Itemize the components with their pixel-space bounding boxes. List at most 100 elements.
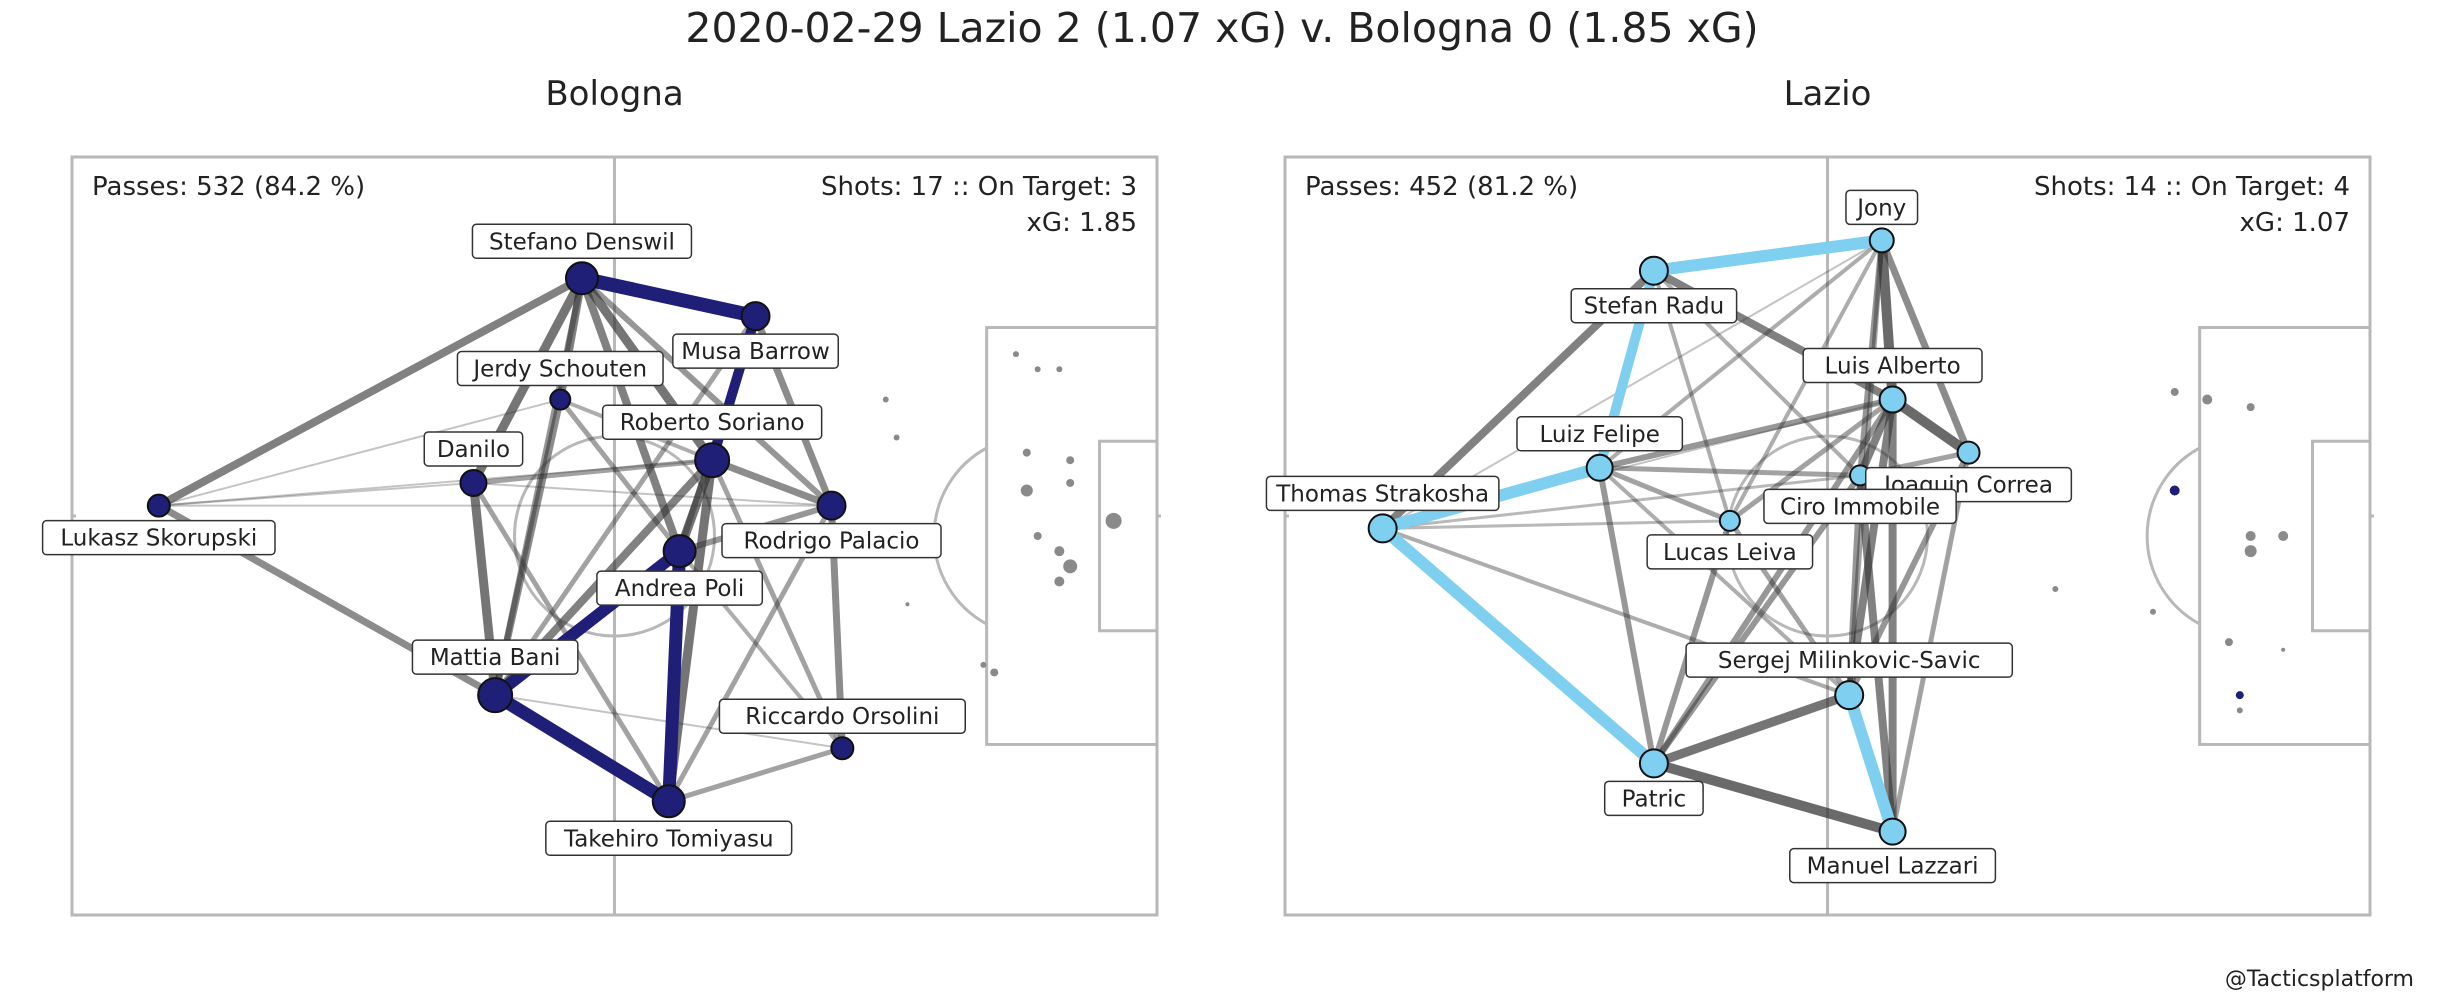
shots-layer xyxy=(2052,387,2289,714)
player-node xyxy=(459,468,488,497)
player-label: Luis Alberto xyxy=(1802,347,1983,384)
shot-marker xyxy=(2150,608,2156,615)
player-name: Mattia Bani xyxy=(430,645,561,671)
player-label-box xyxy=(1685,642,2014,678)
pass-link xyxy=(1596,467,1657,764)
player-name: Stefan Radu xyxy=(1584,294,1725,320)
player-node xyxy=(1585,453,1614,482)
player-nodes xyxy=(1367,227,1981,846)
player-name: Musa Barrow xyxy=(681,339,830,365)
player-name: Ciro Immobile xyxy=(1780,494,1940,520)
player-label: Musa Barrow xyxy=(672,333,839,369)
player-label: Ciro Immobile xyxy=(1763,488,1957,525)
player-label-box xyxy=(423,431,524,467)
player-name: Luiz Felipe xyxy=(1539,422,1659,448)
player-node xyxy=(1718,509,1741,532)
player-label-box xyxy=(456,350,664,387)
player-node xyxy=(549,388,572,411)
player-label: Thomas Strakosha xyxy=(1265,475,1500,512)
player-name: Manuel Lazzari xyxy=(1807,854,1979,880)
player-name: Takehiro Tomiyasu xyxy=(563,826,774,852)
shot-marker xyxy=(2246,403,2255,412)
player-label: Andrea Poli xyxy=(596,570,764,606)
player-label-box xyxy=(1516,416,1684,452)
team-title: Lazio xyxy=(1784,74,1872,114)
pass-link xyxy=(1382,519,1730,530)
goal-area-right xyxy=(2310,439,2372,633)
player-node xyxy=(651,784,686,819)
player-node xyxy=(830,736,855,761)
xg-stat: xG: 1.85 xyxy=(1027,208,1137,238)
shots-stat: Shots: 14 :: On Target: 4 xyxy=(2034,172,2350,202)
player-node xyxy=(816,490,847,521)
player-label: Patric xyxy=(1603,780,1704,817)
player-label-box xyxy=(721,522,942,559)
player-label-box xyxy=(672,333,839,369)
player-label: Luiz Felipe xyxy=(1516,416,1684,452)
shot-marker xyxy=(1066,456,1075,465)
player-node xyxy=(477,677,514,714)
pass-link-highlight xyxy=(580,271,758,324)
player-label: Manuel Lazzari xyxy=(1789,847,1997,884)
credit-text: @Tacticsplatform xyxy=(2224,967,2414,992)
shot-marker xyxy=(2245,531,2256,541)
pass-link xyxy=(1652,758,1894,837)
player-node xyxy=(1638,748,1669,779)
player-label: Lucas Leiva xyxy=(1646,534,1814,570)
player-name: Thomas Strakosha xyxy=(1275,481,1489,507)
shot-marker xyxy=(2244,545,2257,558)
shot-marker xyxy=(990,668,999,677)
shot-marker xyxy=(1054,576,1065,587)
player-label: Roberto Soriano xyxy=(601,404,823,440)
shot-marker xyxy=(893,434,900,441)
shot-marker xyxy=(1034,366,1041,373)
player-label: Sergej Milinkovic-Savic xyxy=(1685,642,2014,678)
player-label: Jerdy Schouten xyxy=(456,350,664,387)
player-label: Rodrigo Palacio xyxy=(721,522,942,559)
player-name: Patric xyxy=(1622,786,1686,812)
player-label-box xyxy=(718,698,967,734)
player-node xyxy=(1834,680,1865,711)
player-label-box xyxy=(601,404,823,440)
pass-link xyxy=(1878,239,1972,454)
player-label-box xyxy=(545,820,793,857)
player-node xyxy=(146,493,171,518)
pass-link xyxy=(158,398,561,507)
player-name: Lukasz Skorupski xyxy=(60,526,257,552)
player-node xyxy=(1878,385,1907,414)
figure-title: 2020-02-29 Lazio 2 (1.07 xG) v. Bologna … xyxy=(685,4,1759,52)
player-label: Lukasz Skorupski xyxy=(41,519,276,556)
shot-marker xyxy=(2235,691,2244,700)
player-nodes xyxy=(146,261,855,819)
player-name: Jony xyxy=(1855,195,1906,221)
player-name: Lucas Leiva xyxy=(1663,540,1797,566)
player-label: Takehiro Tomiyasu xyxy=(545,820,793,857)
player-node xyxy=(1878,817,1907,846)
player-label-box xyxy=(471,223,693,260)
pass-link xyxy=(1889,395,1972,457)
pass-link xyxy=(558,398,682,553)
pass-link xyxy=(710,456,833,509)
player-label: Stefan Radu xyxy=(1570,287,1738,324)
player-node xyxy=(1956,440,1981,465)
pass-link xyxy=(493,314,758,697)
goal-area-right xyxy=(1097,439,1159,633)
player-node xyxy=(564,261,599,296)
player-name: Andrea Poli xyxy=(615,576,744,602)
pass-link xyxy=(1598,396,1894,471)
shot-marker xyxy=(1063,559,1078,574)
penalty-arc-right xyxy=(932,446,988,626)
player-name: Sergej Milinkovic-Savic xyxy=(1718,648,1981,674)
player-node xyxy=(1868,227,1895,254)
shot-marker xyxy=(1105,512,1122,529)
player-name: Riccardo Orsolini xyxy=(745,704,939,730)
player-node xyxy=(662,534,697,569)
player-label: Danilo xyxy=(423,431,524,467)
player-label-box xyxy=(411,639,579,675)
pass-link xyxy=(1598,465,1731,524)
player-label-box xyxy=(1802,347,1983,384)
pass-link xyxy=(473,481,832,507)
pass-link xyxy=(668,745,844,804)
